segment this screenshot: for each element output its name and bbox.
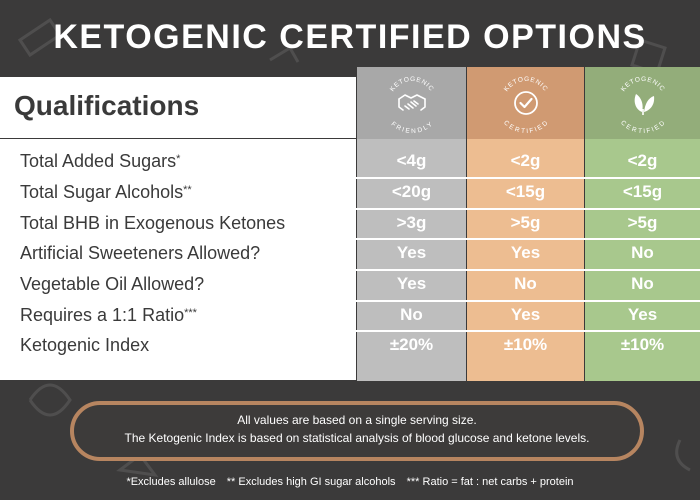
cell-bhb: >5g bbox=[627, 213, 658, 232]
row-divider bbox=[0, 300, 700, 302]
cell-ketogenic-index: ±10% bbox=[503, 335, 548, 354]
page-title: KETOGENIC CERTIFIED OPTIONS bbox=[53, 18, 647, 56]
footnote-allulose: *Excludes allulose bbox=[126, 476, 216, 488]
row-label-bhb: Total BHB in Exogenous Ketones bbox=[20, 213, 286, 233]
cell-ratio: No bbox=[400, 305, 423, 324]
column-header: KETOGENIC FRIENDLY bbox=[357, 67, 466, 139]
cell-added-sugars: <2g bbox=[510, 151, 541, 170]
svg-text:KETOGENIC: KETOGENIC bbox=[388, 76, 434, 93]
row-label-vegetable-oil: Vegetable Oil Allowed? bbox=[20, 274, 205, 294]
row-divider bbox=[0, 208, 700, 210]
row-label-ratio: Requires a 1:1 Ratio*** bbox=[20, 305, 197, 325]
handshake-icon bbox=[397, 94, 426, 111]
row-label-ketogenic-index: Ketogenic Index bbox=[20, 335, 150, 355]
row-label-added-sugars: Total Added Sugars* bbox=[20, 151, 181, 171]
cell-bhb: >3g bbox=[396, 213, 427, 232]
cell-ratio: Yes bbox=[627, 305, 658, 324]
footnote-ratio: *** Ratio = fat : net carbs + protein bbox=[406, 476, 574, 488]
footnotes: *Excludes allulose ** Excludes high GI s… bbox=[0, 476, 700, 488]
column-header: KETOGENIC CERTIFIED bbox=[585, 67, 700, 139]
cell-sweeteners: Yes bbox=[510, 243, 541, 262]
row-divider bbox=[0, 269, 700, 271]
note-line-2: The Ketogenic Index is based on statisti… bbox=[124, 431, 590, 445]
ketogenic-certified-badge: KETOGENIC CERTIFIED bbox=[502, 76, 550, 135]
svg-text:CERTIFIED: CERTIFIED bbox=[619, 119, 667, 135]
leaf-icon bbox=[634, 94, 654, 115]
column-values: <4g <20g >3g Yes Yes No ±20% bbox=[357, 139, 466, 381]
note-line-1: All values are based on a single serving… bbox=[237, 413, 477, 427]
qualifications-panel: Total Added Sugars* Total Sugar Alcohols… bbox=[0, 139, 356, 380]
ketogenic-friendly-badge: KETOGENIC FRIENDLY bbox=[388, 76, 434, 135]
svg-text:KETOGENIC: KETOGENIC bbox=[619, 76, 665, 93]
cell-sugar-alcohols: <15g bbox=[622, 182, 663, 201]
ketogenic-certified-leaf-badge: KETOGENIC CERTIFIED bbox=[619, 76, 667, 135]
qualifications-banner: Qualifications bbox=[0, 77, 356, 138]
qualifications-heading: Qualifications bbox=[14, 90, 200, 121]
serving-note: All values are based on a single serving… bbox=[70, 401, 644, 461]
column-ketogenic-certified-vegan: KETOGENIC CERTIFIED <2g <15g >5g No No Y… bbox=[585, 67, 700, 381]
cell-ratio: Yes bbox=[510, 305, 541, 324]
cell-vegetable-oil: No bbox=[514, 274, 537, 293]
svg-text:KETOGENIC: KETOGENIC bbox=[502, 76, 548, 93]
cell-sweeteners: No bbox=[631, 243, 654, 262]
cell-sugar-alcohols: <15g bbox=[505, 182, 546, 201]
svg-text:CERTIFIED: CERTIFIED bbox=[502, 119, 550, 135]
svg-text:FRIENDLY: FRIENDLY bbox=[389, 121, 434, 135]
checkmark-icon bbox=[513, 91, 538, 115]
column-values: <2g <15g >5g No No Yes ±10% bbox=[585, 139, 700, 381]
row-label-artificial-sweeteners: Artificial Sweeteners Allowed? bbox=[20, 243, 261, 263]
row-divider bbox=[0, 330, 700, 332]
cell-added-sugars: <4g bbox=[396, 151, 427, 170]
cell-ketogenic-index: ±10% bbox=[620, 335, 665, 354]
cell-ketogenic-index: ±20% bbox=[389, 335, 434, 354]
cell-vegetable-oil: Yes bbox=[396, 274, 427, 293]
cell-bhb: >5g bbox=[510, 213, 541, 232]
column-ketogenic-certified: KETOGENIC CERTIFIED <2g <15g >5g Yes No … bbox=[467, 67, 584, 381]
column-ketogenic-friendly: KETOGENIC FRIENDLY <4g <20g >3g Yes Yes … bbox=[357, 67, 466, 381]
cell-added-sugars: <2g bbox=[627, 151, 658, 170]
row-label-sugar-alcohols: Total Sugar Alcohols** bbox=[20, 182, 192, 202]
cell-vegetable-oil: No bbox=[631, 274, 654, 293]
cell-sweeteners: Yes bbox=[396, 243, 427, 262]
column-header: KETOGENIC CERTIFIED bbox=[467, 67, 584, 139]
column-values: <2g <15g >5g Yes No Yes ±10% bbox=[467, 139, 584, 381]
row-divider bbox=[0, 238, 700, 240]
footnote-sugar-alcohols: ** Excludes high GI sugar alcohols bbox=[226, 476, 396, 488]
row-divider bbox=[0, 177, 700, 179]
cell-sugar-alcohols: <20g bbox=[391, 182, 432, 201]
